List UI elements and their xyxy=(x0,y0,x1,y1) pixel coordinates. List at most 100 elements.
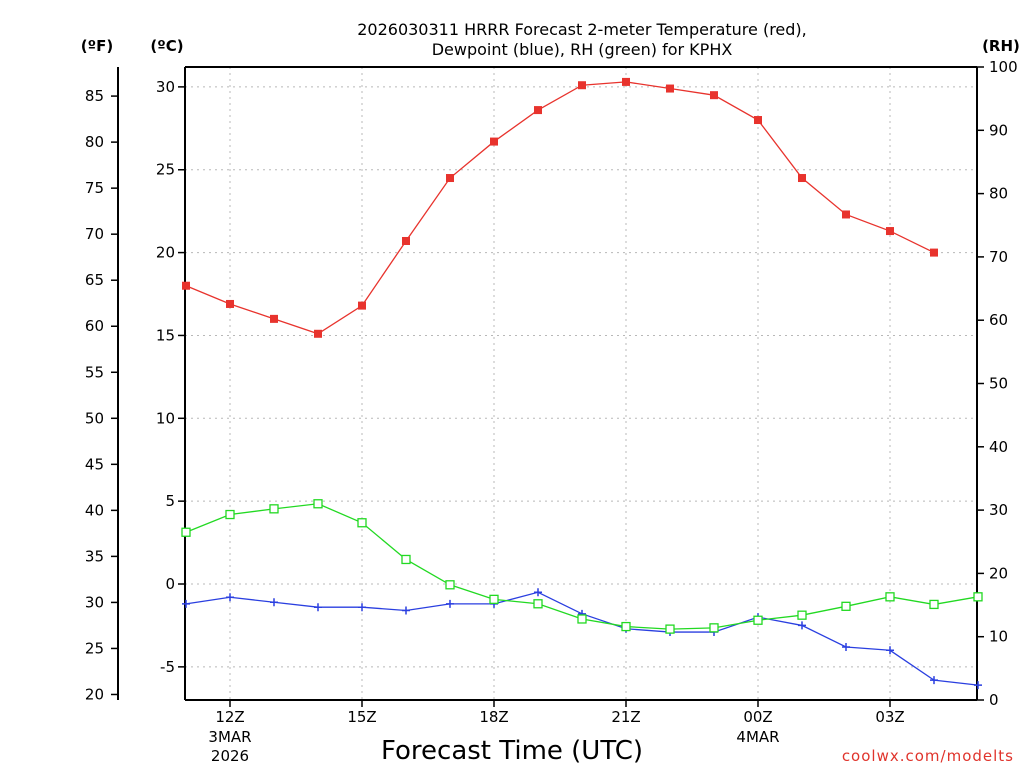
celsius-tick-label: -5 xyxy=(160,658,175,676)
data-series xyxy=(181,77,983,690)
rh-tick-label: 90 xyxy=(989,121,1008,139)
rh-marker xyxy=(797,610,807,620)
rh-tick-label: 20 xyxy=(989,564,1008,582)
rh-marker xyxy=(577,614,587,624)
fahrenheit-tick-label: 65 xyxy=(85,271,104,289)
temperature-marker xyxy=(226,299,234,308)
celsius-tick-label: 15 xyxy=(156,326,175,344)
dewpoint-marker xyxy=(270,598,278,607)
rh-marker xyxy=(753,615,763,625)
rh-marker xyxy=(313,499,323,509)
rh-marker xyxy=(445,580,455,590)
rh-marker xyxy=(665,624,675,634)
x-date-label: 4MAR xyxy=(736,728,779,746)
fahrenheit-tick-label: 70 xyxy=(85,225,104,243)
rh-marker xyxy=(841,601,851,611)
rh-tick-label: 80 xyxy=(989,185,1008,203)
celsius-tick-label: 25 xyxy=(156,161,175,179)
fahrenheit-tick-label: 45 xyxy=(85,455,104,473)
fahrenheit-unit-label: (ºF) xyxy=(81,37,113,55)
rh-marker xyxy=(225,509,235,520)
dewpoint-marker xyxy=(974,681,982,690)
dewpoint-marker xyxy=(314,603,322,612)
source-credit: coolwx.com/modelts xyxy=(842,747,1014,765)
celsius-tick-label: 0 xyxy=(165,575,175,593)
rh-marker xyxy=(269,504,279,514)
chart-title-line-1: 2026030311 HRRR Forecast 2-meter Tempera… xyxy=(357,20,807,39)
temperature-marker xyxy=(446,174,454,183)
rh-tick-label: 0 xyxy=(989,691,999,709)
fahrenheit-tick-label: 40 xyxy=(85,501,104,519)
dewpoint-marker xyxy=(886,646,894,655)
dewpoint-marker xyxy=(842,642,850,651)
x-date-label: 3MAR xyxy=(208,728,251,746)
x-axis-label: Forecast Time (UTC) xyxy=(381,736,643,766)
dewpoint-marker xyxy=(182,599,190,608)
rh-marker xyxy=(885,592,895,602)
dewpoint-marker xyxy=(930,676,938,685)
temperature-marker xyxy=(358,301,366,310)
rh-marker xyxy=(929,599,939,610)
x-tick-label: 12Z xyxy=(215,708,244,726)
x-tick-label: 15Z xyxy=(347,708,376,726)
dewpoint-line xyxy=(185,591,979,686)
temperature-marker xyxy=(666,84,674,93)
temperature-marker xyxy=(490,137,498,146)
dewpoint-marker xyxy=(446,599,454,608)
fahrenheit-tick-label: 50 xyxy=(85,409,104,427)
rh-marker xyxy=(973,592,983,602)
temperature-marker xyxy=(798,174,806,183)
temperature-line xyxy=(185,81,935,335)
dewpoint-marker xyxy=(798,621,806,630)
temperature-marker xyxy=(754,116,762,125)
fahrenheit-tick-label: 25 xyxy=(85,639,104,657)
fahrenheit-tick-label: 85 xyxy=(85,87,104,105)
temperature-marker xyxy=(182,281,190,290)
rh-tick-label: 100 xyxy=(989,58,1018,76)
rh-marker xyxy=(533,599,543,609)
fahrenheit-tick-label: 20 xyxy=(85,685,104,703)
rh-marker xyxy=(489,594,499,605)
dewpoint-marker xyxy=(402,606,410,615)
x-tick-label: 18Z xyxy=(479,708,508,726)
temperature-marker xyxy=(710,91,718,100)
celsius-tick-label: 5 xyxy=(165,492,175,510)
x-tick-label: 03Z xyxy=(875,708,904,726)
temperature-marker xyxy=(622,77,630,86)
rh-marker xyxy=(401,554,411,565)
fahrenheit-tick-label: 55 xyxy=(85,363,104,381)
fahrenheit-tick-label: 75 xyxy=(85,179,104,197)
celsius-tick-label: 20 xyxy=(156,244,175,262)
x-date-label: 2026 xyxy=(211,747,249,765)
fahrenheit-tick-label: 80 xyxy=(85,133,104,151)
x-tick-label: 21Z xyxy=(611,708,640,726)
temperature-marker xyxy=(886,227,894,236)
rh-tick-label: 70 xyxy=(989,248,1008,266)
temperature-marker xyxy=(578,81,586,90)
rh-unit-label: (RH) xyxy=(982,37,1020,55)
dewpoint-marker xyxy=(358,603,366,612)
dewpoint-marker xyxy=(226,593,234,602)
temperature-marker xyxy=(314,329,322,338)
celsius-unit-label: (ºC) xyxy=(150,37,183,55)
rh-tick-label: 40 xyxy=(989,438,1008,456)
fahrenheit-tick-label: 30 xyxy=(85,593,104,611)
fahrenheit-tick-label: 35 xyxy=(85,547,104,565)
x-tick-label: 00Z xyxy=(743,708,772,726)
temperature-marker xyxy=(270,314,278,323)
rh-marker xyxy=(621,621,631,632)
celsius-tick-label: 30 xyxy=(156,78,175,96)
temperature-marker xyxy=(534,106,542,115)
temperature-marker xyxy=(402,236,410,245)
rh-tick-label: 50 xyxy=(989,375,1008,393)
dewpoint-marker xyxy=(534,588,542,597)
rh-marker xyxy=(709,623,719,633)
rh-marker xyxy=(181,527,191,537)
celsius-tick-label: 10 xyxy=(156,409,175,427)
fahrenheit-tick-label: 60 xyxy=(85,317,104,335)
temperature-marker xyxy=(930,248,938,257)
rh-tick-label: 60 xyxy=(989,311,1008,329)
temperature-marker xyxy=(842,210,850,219)
